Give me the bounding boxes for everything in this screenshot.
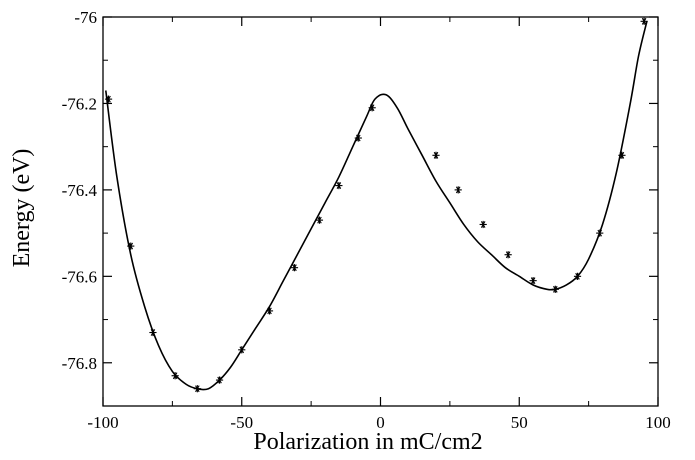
plot-frame (102, 16, 659, 407)
data-point (596, 229, 604, 237)
y-axis-label: Energy (eV) (9, 149, 35, 268)
data-point (193, 385, 201, 393)
data-point (354, 134, 362, 142)
y-tick-label: -76.8 (62, 354, 97, 373)
data-point (640, 17, 648, 25)
data-point (573, 272, 582, 280)
y-tick-label: -76.6 (62, 267, 97, 286)
data-point (335, 181, 343, 190)
plot-frame-group (102, 16, 659, 407)
points-group (104, 17, 648, 393)
data-point (551, 285, 559, 293)
data-point (149, 328, 157, 337)
x-tick-label: 100 (645, 413, 671, 432)
y-tick-label: -76.4 (62, 181, 98, 200)
data-point (104, 95, 113, 103)
y-tick-label: -76.2 (62, 94, 97, 113)
x-tick-label: -50 (230, 413, 253, 432)
labels-group: Polarization in mC/cm2 Energy (eV) (9, 149, 483, 455)
data-point (479, 220, 487, 229)
fit-curve (104, 21, 648, 391)
data-point (265, 307, 274, 315)
data-point (290, 264, 299, 272)
y-tick-label: -76 (74, 8, 97, 27)
x-tick-label: 50 (511, 413, 528, 432)
data-point (504, 251, 512, 259)
data-point (215, 376, 224, 384)
data-point (432, 151, 440, 159)
x-axis-label: Polarization in mC/cm2 (253, 429, 482, 455)
data-point (171, 372, 179, 380)
data-point (315, 216, 324, 224)
data-point (454, 186, 462, 194)
data-point (618, 151, 626, 159)
ticks-group: -100 -50 0 50 100 -76.8 -76.6 -76.4 -76.2 -76 (62, 8, 671, 432)
x-tick-label: 0 (376, 413, 385, 432)
x-tick-label: -100 (87, 413, 118, 432)
data-point (529, 277, 537, 285)
data-point (368, 104, 376, 112)
data-point (127, 242, 135, 250)
data-point (238, 346, 246, 354)
curve-group (104, 21, 648, 391)
